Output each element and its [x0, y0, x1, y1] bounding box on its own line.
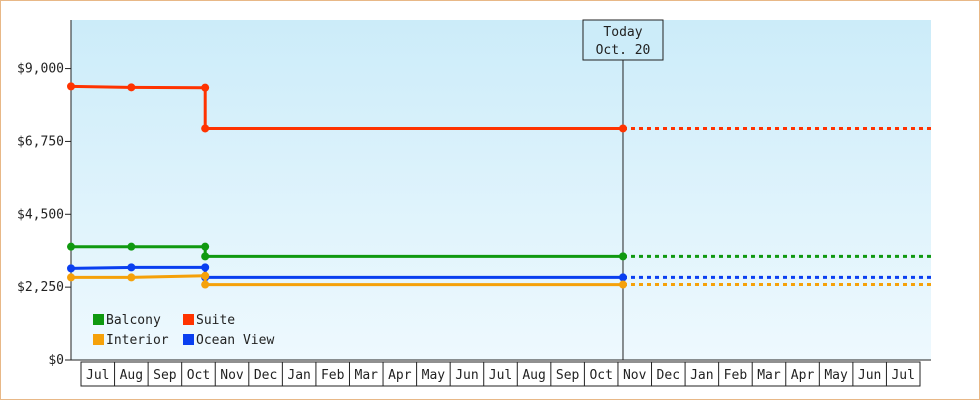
x-tick-label-17: Dec — [657, 368, 680, 383]
y-tick-label-2: $4,500 — [17, 207, 64, 222]
x-tick-label-22: May — [824, 368, 848, 383]
legend-label-ocean-view: Ocean View — [196, 333, 274, 348]
x-tick-label-16: Nov — [623, 368, 647, 383]
x-tick-label-6: Jan — [287, 368, 310, 383]
legend-swatch-ocean-view — [183, 334, 194, 345]
series-point-ocean-view-0 — [67, 264, 75, 273]
x-tick-label-4: Nov — [220, 368, 244, 383]
legend-label-balcony: Balcony — [106, 313, 161, 328]
legend-label-suite: Suite — [196, 313, 235, 328]
x-tick-label-12: Jul — [489, 368, 512, 383]
series-point-ocean-view-4 — [618, 273, 627, 282]
series-point-suite-2 — [201, 83, 210, 92]
legend-label-interior: Interior — [106, 333, 169, 348]
x-tick-label-7: Feb — [321, 368, 345, 383]
x-tick-label-15: Oct — [589, 368, 612, 383]
series-point-balcony-0 — [67, 242, 75, 251]
x-tick-label-2: Sep — [153, 368, 177, 383]
x-tick-label-10: May — [422, 368, 446, 383]
x-tick-label-0: Jul — [86, 368, 109, 383]
x-tick-label-5: Dec — [254, 368, 277, 383]
series-point-interior-3 — [201, 280, 210, 289]
x-tick-label-19: Feb — [724, 368, 748, 383]
x-tick-label-18: Jan — [690, 368, 713, 383]
x-tick-label-14: Sep — [556, 368, 580, 383]
today-box — [582, 19, 664, 61]
x-tick-label-9: Apr — [388, 368, 412, 383]
x-tick-label-23: Jun — [858, 368, 881, 383]
series-point-suite-4 — [618, 124, 627, 133]
series-point-balcony-4 — [618, 252, 627, 261]
y-tick-label-1: $2,250 — [17, 280, 64, 295]
series-point-balcony-3 — [201, 252, 210, 261]
x-tick-label-11: Jun — [455, 368, 478, 383]
series-point-suite-1 — [127, 83, 136, 92]
y-tick-label-0: $0 — [48, 353, 64, 368]
x-tick-label-8: Mar — [355, 368, 379, 383]
y-tick-label-3: $6,750 — [17, 134, 64, 149]
legend-swatch-interior — [93, 334, 104, 345]
series-point-balcony-2 — [201, 242, 210, 251]
x-tick-label-24: Jul — [891, 368, 914, 383]
today-label: Today — [603, 25, 642, 40]
series-point-suite-0 — [67, 82, 75, 91]
series-point-interior-4 — [618, 280, 627, 289]
series-point-interior-0 — [67, 273, 75, 282]
series-point-ocean-view-2 — [201, 263, 210, 272]
series-point-balcony-1 — [127, 242, 136, 251]
x-tick-label-13: Aug — [522, 368, 545, 383]
x-tick-label-20: Mar — [757, 368, 781, 383]
x-tick-label-3: Oct — [187, 368, 210, 383]
x-tick-label-21: Apr — [791, 368, 815, 383]
plot-area — [71, 20, 931, 360]
series-point-interior-1 — [127, 273, 136, 282]
legend-swatch-suite — [183, 314, 194, 325]
y-tick-label-4: $9,000 — [17, 62, 64, 77]
series-point-suite-3 — [201, 124, 210, 133]
today-date: Oct. 20 — [596, 43, 651, 58]
legend-swatch-balcony — [93, 314, 104, 325]
series-point-interior-2 — [201, 271, 210, 280]
x-tick-label-1: Aug — [120, 368, 143, 383]
x-axis-box — [80, 361, 921, 387]
series-point-ocean-view-1 — [127, 263, 136, 272]
